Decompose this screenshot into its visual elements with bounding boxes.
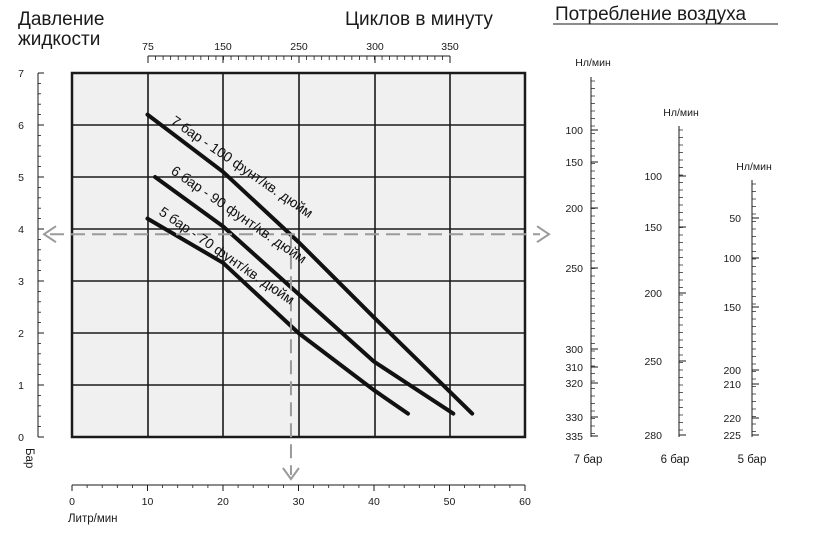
air-tick-label: 250 <box>565 263 583 275</box>
plot-frame <box>70 71 527 439</box>
top-tick-label: 250 <box>290 41 308 53</box>
air-unit-label: Нл/мин <box>575 57 611 69</box>
air-tick-label: 220 <box>723 413 741 425</box>
air-pressure-caption: 6 бар <box>661 454 690 466</box>
air-tick-label: 280 <box>644 430 662 442</box>
series-curve-1 <box>153 175 456 416</box>
x-tick-label: 20 <box>217 496 229 508</box>
x-tick-label: 40 <box>368 496 380 508</box>
air-unit-label: Нл/мин <box>663 107 699 119</box>
air-tick-label: 50 <box>729 213 741 225</box>
x-tick-label: 30 <box>293 496 305 508</box>
air-tick-label: 300 <box>565 344 583 356</box>
air-tick-label: 330 <box>565 412 583 424</box>
top-tick-label: 150 <box>214 41 232 53</box>
x-tick-label: 60 <box>519 496 531 508</box>
pressure-title-line1: Давление <box>18 9 104 30</box>
air-consumption-title: Потребление воздуха <box>555 4 746 25</box>
air-tick-label: 200 <box>565 203 583 215</box>
air-tick-label: 250 <box>644 356 662 368</box>
air-pressure-caption: 7 бар <box>574 454 603 466</box>
y-tick-label: 0 <box>18 432 24 444</box>
top-tick-label: 300 <box>366 41 384 53</box>
y-tick-label: 4 <box>18 224 24 236</box>
top-tick-label: 75 <box>142 41 154 53</box>
y-tick-label: 6 <box>18 120 24 132</box>
air-tick-label: 150 <box>723 302 741 314</box>
air-tick-label: 320 <box>565 378 583 390</box>
air-tick-label: 100 <box>644 171 662 183</box>
y-tick-label: 5 <box>18 172 24 184</box>
series-curve-0 <box>145 112 475 416</box>
x-tick-label: 0 <box>69 496 75 508</box>
air-tick-label: 100 <box>723 253 741 265</box>
x-axis-label: Литр/мин <box>68 513 118 525</box>
air-tick-label: 310 <box>565 362 583 374</box>
air-tick-label: 335 <box>565 431 583 443</box>
air-tick-label: 225 <box>723 430 741 442</box>
reference-arrow-right <box>536 225 551 244</box>
reference-arrow-down <box>282 467 300 481</box>
air-tick-label: 150 <box>644 222 662 234</box>
air-tick-label: 200 <box>644 288 662 300</box>
series-curve-2 <box>145 216 410 416</box>
top-tick-label: 350 <box>441 41 459 53</box>
y-tick-label: 7 <box>18 68 24 80</box>
y-tick-label: 3 <box>18 276 24 288</box>
air-unit-label: Нл/мин <box>736 161 772 173</box>
air-tick-label: 200 <box>723 365 741 377</box>
air-tick-label: 210 <box>723 379 741 391</box>
cycles-title: Циклов в минуту <box>345 9 493 30</box>
x-tick-label: 10 <box>142 496 154 508</box>
reference-arrow-left <box>42 225 57 244</box>
y-tick-label: 2 <box>18 328 24 340</box>
air-tick-label: 150 <box>565 157 583 169</box>
pressure-title-line2: жидкости <box>18 29 100 50</box>
air-tick-label: 100 <box>565 125 583 137</box>
x-tick-label: 50 <box>444 496 456 508</box>
air-pressure-caption: 5 бар <box>738 454 767 466</box>
y-axis-label: Бар <box>23 448 35 468</box>
y-tick-label: 1 <box>18 380 24 392</box>
